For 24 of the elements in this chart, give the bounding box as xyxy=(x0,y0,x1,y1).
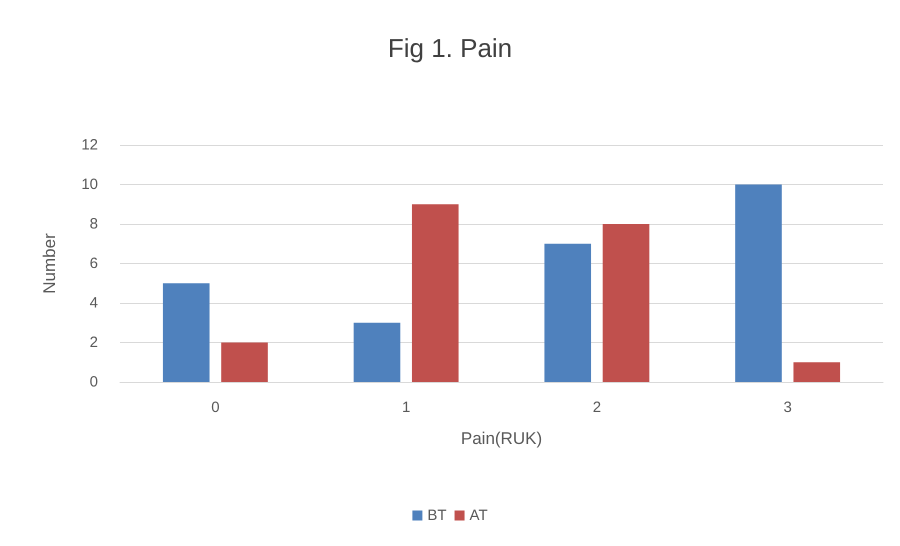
y-tick-label: 12 xyxy=(81,136,98,154)
legend-label: AT xyxy=(470,507,488,524)
x-tick-label: 0 xyxy=(211,399,220,416)
bar xyxy=(602,224,650,382)
bar xyxy=(735,184,782,382)
y-tick-label: 2 xyxy=(90,334,98,351)
x-tick-label: 3 xyxy=(783,399,792,416)
chart-title: Fig 1. Pain xyxy=(388,33,512,63)
y-tick-label: 10 xyxy=(81,176,98,193)
y-tick-label: 4 xyxy=(90,294,98,312)
legend-label: BT xyxy=(427,507,447,524)
x-tick-label: 2 xyxy=(592,399,602,416)
x-axis-title: Pain(RUK) xyxy=(460,429,542,448)
bar xyxy=(544,244,592,382)
bar xyxy=(162,283,210,382)
y-tick-label: 8 xyxy=(90,216,98,232)
bar xyxy=(221,342,268,382)
bar xyxy=(412,204,459,382)
y-axis-title: Number xyxy=(40,232,59,294)
bar xyxy=(793,362,840,382)
y-tick-label: 6 xyxy=(90,255,98,272)
x-tick-label: 1 xyxy=(402,399,410,416)
y-tick-label: 0 xyxy=(90,374,98,390)
bar xyxy=(354,322,400,382)
